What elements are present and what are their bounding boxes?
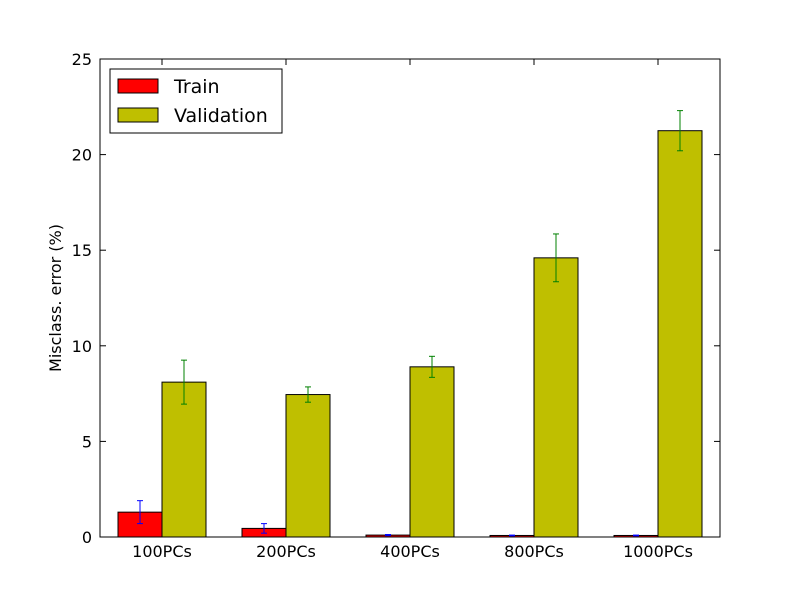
y-axis: 0 5 10 15 20 25 [72,50,720,547]
bar-validation-400pcs [409,366,455,538]
bar-validation-100pcs [161,381,207,538]
y-tick-label: 0 [82,528,92,547]
x-tick-label: 100PCs [132,542,192,561]
x-axis: 100PCs 200PCs 400PCs 800PCs 1000PCs [132,59,693,561]
y-axis-label: Misclass. error (%) [46,224,65,372]
x-tick-label: 400PCs [380,542,440,561]
bar-validation-200pcs [285,394,331,538]
legend-label-validation: Validation [174,105,268,127]
y-tick-label: 25 [72,50,92,69]
legend-swatch-train [117,78,159,94]
legend-label-train: Train [173,76,220,98]
y-tick-label: 10 [72,337,92,356]
error-bars-layer [137,110,683,537]
y-tick-label: 5 [82,432,92,451]
x-tick-label: 1000PCs [623,542,693,561]
bar-validation-1000pcs [657,130,703,538]
bars-layer [117,130,703,538]
y-tick-label: 20 [72,146,92,165]
bar-validation-800pcs [533,257,579,538]
x-tick-label: 800PCs [504,542,564,561]
legend-swatch-validation [117,107,159,123]
x-tick-label: 200PCs [256,542,316,561]
legend: Train Validation [109,68,283,134]
y-tick-label: 15 [72,241,92,260]
